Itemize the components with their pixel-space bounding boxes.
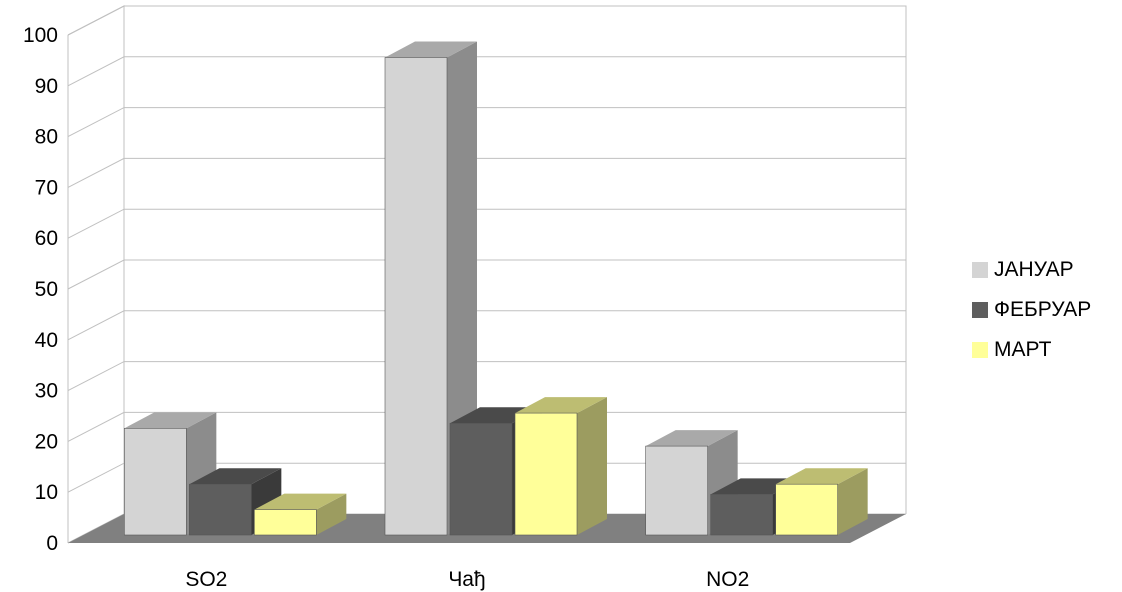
bar-front [645, 445, 708, 536]
gridline [67, 310, 906, 341]
bar [775, 468, 868, 536]
bar-top [189, 468, 282, 485]
bar-front [124, 428, 187, 536]
bar-top [775, 468, 868, 485]
legend-swatch [972, 342, 988, 358]
legend-item-series-3: МАРТ [972, 330, 1122, 370]
bar [514, 397, 607, 536]
x-category-label: Чађ [448, 568, 485, 591]
bar-side [316, 493, 347, 535]
y-axis-ticks: 0 10 20 30 40 50 60 70 80 90 100 [23, 24, 58, 555]
bar-top [254, 493, 347, 510]
legend-swatch [972, 262, 988, 278]
bar-front [710, 494, 773, 536]
legend-swatch [972, 302, 988, 318]
gridline [67, 5, 906, 36]
bar-side [577, 397, 607, 535]
bar-top [515, 397, 607, 414]
bar-top [124, 412, 217, 429]
x-category-label: NO2 [706, 568, 749, 591]
gridline [67, 208, 906, 239]
legend-item-series-1: ЈАНУАР [972, 250, 1122, 290]
bar-front [775, 483, 838, 536]
y-tick-label: 80 [35, 126, 58, 149]
x-category-label: SO2 [185, 568, 227, 591]
gridlines [67, 5, 906, 544]
bars [124, 41, 868, 536]
bar-front [254, 509, 317, 536]
x-axis-labels: SO2 Чађ NO2 [185, 568, 749, 591]
y-tick-label: 10 [35, 481, 58, 504]
gridline [67, 157, 906, 188]
legend-label: ФЕБРУАР [994, 298, 1092, 321]
side-wall [67, 5, 125, 514]
y-tick-label: 40 [35, 329, 58, 352]
y-tick-label: 100 [23, 24, 58, 47]
gridline [67, 107, 906, 138]
legend: ЈАНУАР ФЕБРУАР МАРТ [972, 250, 1122, 370]
bar-front [449, 422, 513, 536]
bar [124, 412, 217, 536]
bar-top [385, 41, 477, 58]
bar-side [447, 41, 477, 535]
gridline [67, 462, 906, 493]
bar [254, 493, 347, 536]
bar-front [514, 412, 578, 536]
y-tick-label: 0 [46, 532, 58, 555]
bar-side [837, 468, 868, 535]
gridline [67, 259, 906, 290]
bar-front [384, 57, 448, 536]
y-tick-label: 50 [35, 278, 58, 301]
y-tick-label: 70 [35, 176, 58, 199]
y-tick-label: 20 [35, 430, 58, 453]
bar [384, 41, 477, 536]
y-tick-label: 30 [35, 380, 58, 403]
legend-label: ЈАНУАР [994, 258, 1074, 281]
gridline [67, 361, 906, 392]
y-tick-label: 60 [35, 227, 58, 250]
legend-label: МАРТ [994, 338, 1052, 361]
gridline [67, 56, 906, 87]
bar-front [189, 483, 252, 536]
gridline [67, 411, 906, 442]
legend-item-series-2: ФЕБРУАР [972, 290, 1122, 330]
y-tick-label: 90 [35, 75, 58, 98]
bar-top [645, 430, 738, 447]
